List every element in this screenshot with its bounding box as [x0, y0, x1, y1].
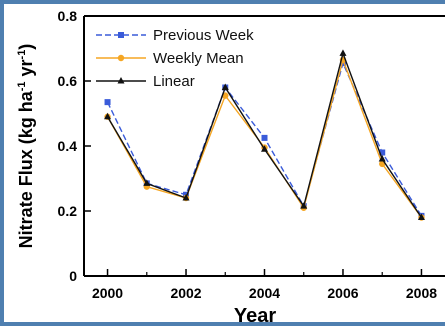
x-tick-label: 2006 — [327, 285, 358, 301]
y-axis-title-exp1: -1 — [16, 82, 28, 92]
y-axis-title-exp2: -1 — [16, 50, 28, 60]
legend: Previous Week Weekly Mean Linear — [96, 27, 254, 90]
y-tick-label: 0.8 — [58, 8, 78, 24]
data-point — [378, 155, 386, 162]
y-axis-title-mid: yr — [16, 59, 36, 81]
data-point — [261, 134, 268, 141]
y-tick-label: 0.4 — [58, 138, 78, 154]
legend-label: Linear — [153, 73, 195, 90]
y-tick-label: 0.6 — [58, 73, 78, 89]
data-point — [143, 179, 151, 186]
x-axis-ticks: 2000 2002 2004 2006 2008 — [92, 269, 437, 301]
x-tick-label: 2008 — [406, 285, 437, 301]
legend-label: Weekly Mean — [153, 50, 244, 67]
data-point — [182, 194, 190, 201]
data-point — [104, 99, 111, 106]
x-tick-label: 2004 — [249, 285, 280, 301]
data-point — [261, 145, 268, 152]
legend-entry: Weekly Mean — [96, 50, 244, 67]
y-tick-label: 0 — [69, 268, 77, 284]
y-axis-title: Nitrate Flux (kg ha-1 yr-1) — [16, 44, 36, 249]
legend-label: Previous Week — [153, 27, 254, 44]
data-point — [300, 202, 308, 209]
series-linear — [104, 49, 425, 220]
figure-background — [4, 4, 445, 322]
series-layer — [104, 49, 425, 221]
legend-swatch-marker — [118, 32, 124, 38]
legend-swatch-marker — [117, 77, 125, 84]
legend-entry: Previous Week — [96, 27, 254, 44]
data-point — [221, 83, 229, 90]
data-point — [417, 213, 425, 220]
legend-entry: Linear — [96, 73, 195, 90]
data-point — [339, 60, 346, 67]
x-axis-title: Year — [234, 305, 276, 326]
y-tick-label: 0.2 — [58, 203, 78, 219]
y-axis-ticks: 0 0.2 0.4 0.6 0.8 — [58, 8, 91, 284]
data-point — [104, 112, 112, 120]
x-tick-label: 2000 — [92, 285, 123, 301]
legend-swatch-marker — [117, 54, 125, 62]
x-tick-label: 2002 — [170, 285, 201, 301]
data-point — [339, 49, 347, 56]
y-axis-title-main: Nitrate Flux (kg ha — [16, 90, 36, 248]
y-axis-title-end: ) — [16, 44, 36, 50]
data-point — [379, 149, 386, 156]
